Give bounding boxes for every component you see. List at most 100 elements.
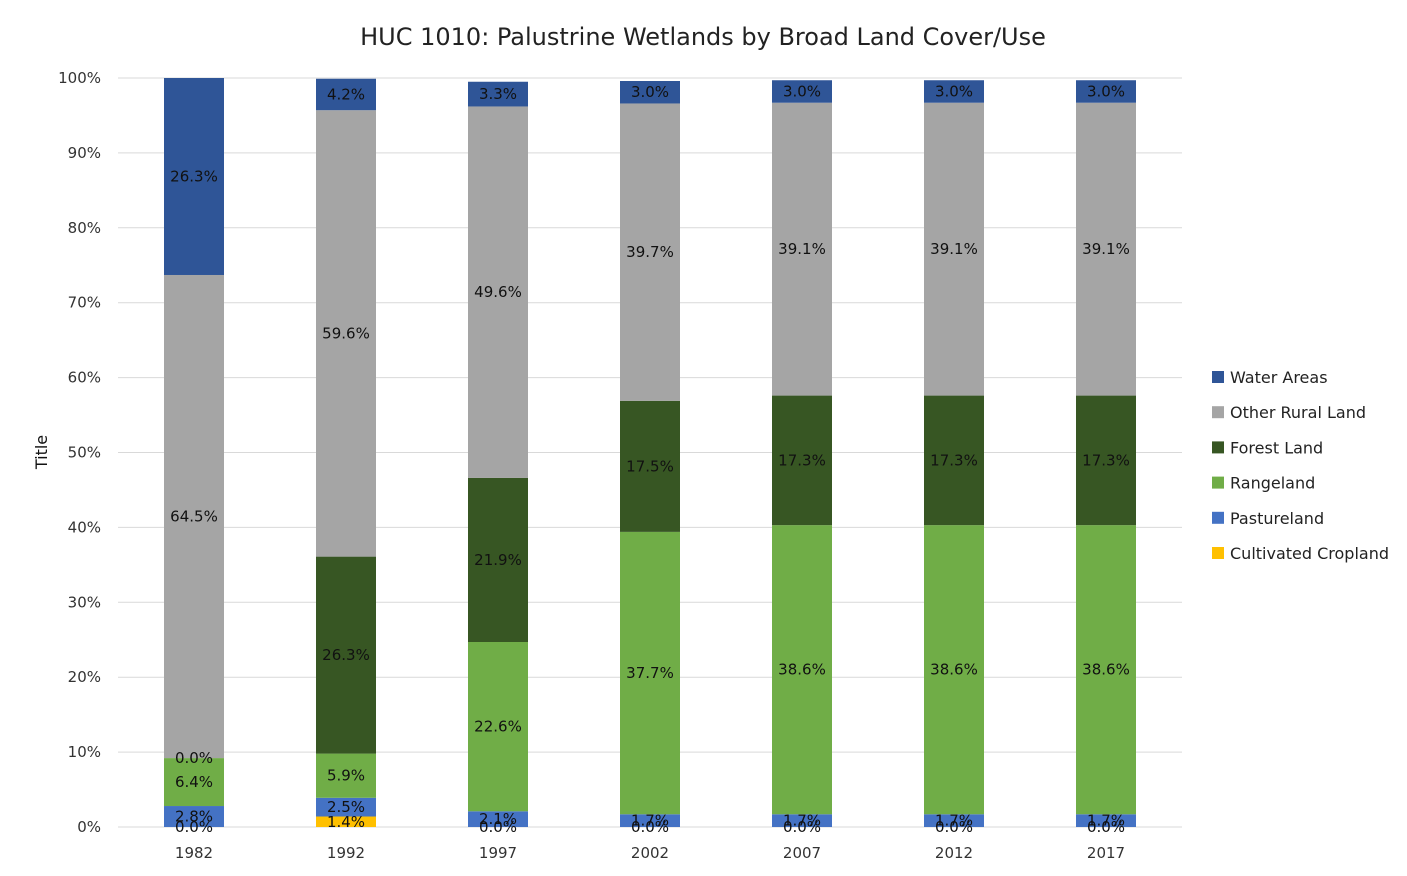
data-label: 39.1%: [930, 240, 978, 258]
y-tick-label: 90%: [68, 144, 101, 162]
data-label: 38.6%: [1082, 661, 1130, 679]
data-label: 17.5%: [626, 457, 674, 475]
bar-segment: [316, 816, 376, 827]
bar-segment: [772, 525, 832, 815]
data-label: 0.0%: [479, 818, 517, 836]
data-label: 1.7%: [935, 812, 973, 830]
y-tick-label: 80%: [68, 219, 101, 237]
bar-segment: [316, 797, 376, 817]
data-label: 1.7%: [783, 812, 821, 830]
bar-segment: [772, 102, 832, 396]
bar-segment: [620, 814, 680, 827]
bar-segment: [772, 80, 832, 103]
bar-segment: [468, 477, 528, 642]
y-tick-label: 60%: [68, 369, 101, 387]
legend-entry: Forest Land: [1230, 438, 1323, 457]
data-label: 39.1%: [778, 240, 826, 258]
data-label: 5.9%: [327, 767, 365, 785]
data-label: 38.6%: [778, 661, 826, 679]
data-label: 2.5%: [327, 798, 365, 816]
y-tick-label: 40%: [68, 518, 101, 536]
data-label: 0.0%: [175, 749, 213, 767]
data-label: 37.7%: [626, 664, 674, 682]
data-label: 26.3%: [322, 646, 370, 664]
bar-segment: [924, 395, 984, 526]
bar-segment: [924, 525, 984, 815]
x-tick-label: 2012: [935, 844, 973, 862]
legend-swatch: [1212, 406, 1224, 419]
bar-segment: [772, 395, 832, 526]
x-axis-ticks: 1982 1992 1997 2002 2007 2012 2017: [175, 844, 1125, 862]
data-label: 26.3%: [170, 167, 218, 185]
data-label: 6.4%: [175, 773, 213, 791]
bars: [164, 78, 1136, 827]
data-labels: 0.0%2.8%6.4%0.0%64.5%26.3%1.4%2.5%5.9%26…: [170, 82, 1130, 836]
y-axis-ticks: 0% 10% 20% 30% 40% 50% 60% 70% 80% 90% 100%: [58, 69, 101, 836]
legend-swatch: [1212, 476, 1224, 489]
bar-segment: [316, 556, 376, 754]
bar-segment: [924, 80, 984, 103]
bar-segment: [164, 758, 224, 807]
x-tick-label: 1982: [175, 844, 213, 862]
bar-segment: [164, 78, 224, 275]
bar-segment: [1076, 395, 1136, 526]
legend-swatch: [1212, 547, 1224, 559]
legend: Water Areas Other Rural Land Forest Land Ra…: [1212, 368, 1389, 563]
chart-title: HUC 1010: Palustrine Wetlands by Broad L…: [360, 23, 1046, 51]
bar-segment: [468, 106, 528, 478]
data-label: 49.6%: [474, 283, 522, 301]
bar-segment: [316, 110, 376, 557]
data-label: 0.0%: [175, 818, 213, 836]
data-label: 17.3%: [930, 451, 978, 469]
legend-entry: Water Areas: [1230, 368, 1328, 387]
bar-segment: [164, 806, 224, 827]
data-label: 0.0%: [1087, 818, 1125, 836]
data-label: 17.3%: [778, 451, 826, 469]
y-tick-label: 10%: [68, 743, 101, 761]
legend-swatch: [1212, 441, 1224, 454]
legend-entry: Other Rural Land: [1230, 403, 1366, 422]
y-tick-label: 20%: [68, 668, 101, 686]
data-label: 22.6%: [474, 718, 522, 736]
data-label: 17.3%: [1082, 451, 1130, 469]
data-label: 64.5%: [170, 508, 218, 526]
bar-segment: [620, 103, 680, 401]
bar-segment: [468, 641, 528, 812]
x-tick-label: 1992: [327, 844, 365, 862]
y-tick-label: 100%: [58, 69, 101, 87]
legend-entry: Pastureland: [1230, 509, 1324, 528]
data-label: 21.9%: [474, 551, 522, 569]
x-tick-label: 2007: [783, 844, 821, 862]
data-label: 3.0%: [1087, 82, 1125, 100]
data-label: 2.1%: [479, 810, 517, 828]
y-tick-label: 50%: [68, 444, 101, 462]
legend-entry: Cultivated Cropland: [1230, 544, 1389, 563]
bar-segment: [620, 80, 680, 104]
data-label: 1.7%: [1087, 812, 1125, 830]
x-tick-label: 1997: [479, 844, 517, 862]
bar-segment: [620, 400, 680, 532]
bar-segment: [924, 102, 984, 396]
bar-segment: [316, 753, 376, 798]
bar-segment: [772, 814, 832, 827]
data-label: 3.0%: [783, 82, 821, 100]
bar-segment: [1076, 80, 1136, 103]
y-tick-label: 30%: [68, 593, 101, 611]
bar-segment: [468, 81, 528, 107]
legend-swatch: [1212, 511, 1224, 524]
x-tick-label: 2002: [631, 844, 669, 862]
data-label: 39.1%: [1082, 240, 1130, 258]
bar-segment: [468, 811, 528, 827]
data-label: 3.0%: [631, 83, 669, 101]
bar-segment: [164, 274, 224, 759]
y-axis-title: Title: [32, 435, 51, 470]
data-label: 0.0%: [783, 818, 821, 836]
data-label: 2.8%: [175, 808, 213, 826]
data-label: 1.7%: [631, 812, 669, 830]
legend-swatch: [1212, 371, 1224, 383]
bar-segment: [1076, 814, 1136, 827]
data-label: 59.6%: [322, 324, 370, 342]
data-label: 38.6%: [930, 661, 978, 679]
